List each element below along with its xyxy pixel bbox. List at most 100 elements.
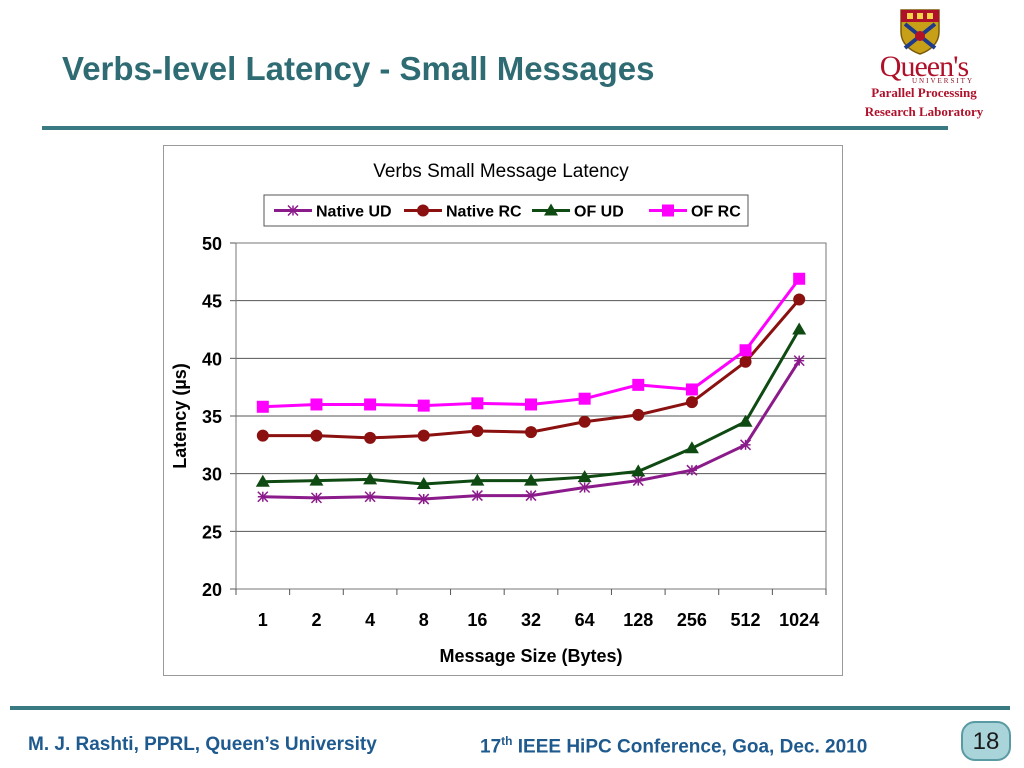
lab-name-line1: Parallel Processing [871, 85, 977, 100]
point-native-ud-32-stroke-3 [525, 490, 537, 502]
y-tick-label-25: 25 [202, 522, 222, 542]
point-native-ud-256 [686, 464, 698, 476]
point-of-rc-2 [310, 398, 323, 411]
x-tick-label-1: 1 [258, 610, 268, 630]
point-of-rc-32 [525, 398, 537, 411]
point-native-ud-16-stroke-3 [471, 490, 483, 502]
point-native-rc-64 [578, 415, 591, 428]
point-native-rc-128 [632, 408, 645, 421]
point-native-ud-1-stroke-3 [257, 491, 269, 503]
point-of-rc-16 [471, 397, 484, 410]
x-tick-label-32: 32 [521, 610, 541, 630]
point-native-ud-128 [632, 475, 644, 487]
legend-marker-of-ud [544, 203, 558, 216]
conference-number: 17 [480, 736, 502, 758]
latency-chart: Verbs Small Message Latency Native UD Nat… [163, 145, 843, 676]
point-native-rc-1024 [793, 293, 806, 306]
point-of-ud-1 [255, 474, 270, 487]
point-of-rc-8 [417, 399, 430, 412]
point-of-ud-64 [577, 470, 592, 483]
legend-label-native-ud: Native UD [316, 204, 392, 221]
x-tick-label-64: 64 [575, 610, 595, 630]
x-tick-label-2: 2 [311, 610, 321, 630]
footer-conference: 17th IEEE HiPC Conference, Goa, Dec. 201… [480, 734, 867, 758]
plot-area: 20 25 30 35 40 45 50 1 2 4 8 16 32 64 128 256 512 1024 [202, 234, 827, 630]
point-of-ud-8 [416, 477, 431, 490]
y-tick-label-35: 35 [202, 407, 222, 427]
point-native-ud-256-stroke-3 [686, 464, 698, 476]
x-tick-label-1024: 1024 [779, 610, 819, 630]
point-native-ud-1024-stroke-3 [793, 355, 805, 367]
point-of-rc-1 [256, 400, 269, 413]
point-of-ud-128 [631, 464, 646, 477]
point-of-ud-1024 [792, 322, 807, 335]
logo-university: UNIVERSITY [912, 77, 974, 85]
point-native-ud-32 [525, 490, 537, 502]
point-native-ud-64-stroke-3 [579, 481, 591, 494]
point-native-ud-128-stroke-3 [632, 475, 644, 487]
conference-ordinal: th [501, 734, 513, 748]
plot-border [235, 242, 827, 590]
point-native-rc-8 [417, 429, 430, 442]
legend-marker-of-rc [662, 204, 674, 217]
y-tick-label-45: 45 [202, 292, 222, 312]
queens-pprl-logo: Queen's UNIVERSITY Parallel Processing R… [858, 6, 990, 122]
point-of-rc-256 [685, 383, 698, 396]
y-tick-label-50: 50 [202, 234, 222, 254]
point-of-ud-4 [363, 472, 378, 485]
point-native-ud-64 [579, 481, 591, 494]
legend-marker-native-rc [417, 204, 429, 217]
point-of-ud-32 [524, 473, 538, 486]
point-of-rc-4 [364, 398, 377, 411]
point-native-ud-512-stroke-3 [740, 439, 752, 451]
point-native-rc-2 [310, 429, 323, 442]
point-native-ud-4-stroke-3 [364, 491, 376, 503]
point-native-ud-8 [418, 493, 430, 505]
series-line-of-rc [262, 277, 801, 409]
conference-name: IEEE HiPC Conference, Goa, Dec. 2010 [512, 736, 868, 758]
point-native-rc-16 [471, 424, 484, 437]
legend-marker-native-ud-stroke-3 [287, 204, 299, 217]
x-tick-label-8: 8 [419, 610, 429, 630]
point-native-rc-4 [364, 431, 377, 444]
point-native-ud-1 [257, 491, 269, 503]
point-native-rc-256 [685, 396, 698, 409]
point-native-rc-32 [525, 426, 537, 439]
legend-label-of-ud: OF UD [574, 204, 624, 221]
point-of-rc-64 [578, 392, 591, 405]
page-number-badge: 18 [961, 721, 1011, 761]
lab-name-line2: Research Laboratory [864, 104, 984, 119]
point-of-ud-256 [684, 441, 699, 454]
point-native-ud-4 [364, 491, 376, 503]
x-axis-label: Message Size (Bytes) [439, 646, 622, 666]
logo-wordmark: Queen's [879, 50, 969, 83]
point-of-rc-512 [739, 344, 752, 357]
point-of-ud-512 [738, 414, 753, 427]
slide-title: Verbs-level Latency - Small Messages [62, 50, 655, 87]
y-axis-label: Latency (µs) [170, 363, 190, 468]
point-native-ud-512 [740, 439, 752, 451]
x-tick-label-16: 16 [467, 610, 487, 630]
point-of-rc-128 [632, 378, 645, 391]
point-native-ud-2-stroke-3 [310, 492, 322, 504]
legend-label-native-rc: Native RC [446, 204, 522, 221]
point-of-ud-16 [470, 473, 485, 486]
title-divider [42, 126, 948, 130]
queens-crest-icon [900, 9, 940, 55]
chart-canvas: Verbs Small Message Latency Native UD Nat… [170, 161, 827, 666]
point-of-rc-1024 [793, 272, 806, 285]
y-tick-label-30: 30 [202, 465, 222, 485]
chart-legend: Native UD Native RC OF UD OF RC [263, 194, 749, 227]
point-native-ud-8-stroke-3 [418, 493, 430, 505]
point-native-ud-16 [471, 490, 483, 502]
point-of-ud-2 [309, 473, 324, 486]
footer-divider [10, 706, 1010, 710]
point-native-ud-1024 [793, 355, 805, 367]
footer-author: M. J. Rashti, PPRL, Queen’s University [28, 734, 377, 755]
legend-marker-native-ud [287, 204, 299, 217]
chart-title: Verbs Small Message Latency [373, 161, 629, 182]
y-tick-label-40: 40 [202, 349, 222, 369]
y-tick-label-20: 20 [202, 580, 222, 600]
legend-label-of-rc: OF RC [691, 204, 741, 221]
point-native-ud-2 [310, 492, 322, 504]
